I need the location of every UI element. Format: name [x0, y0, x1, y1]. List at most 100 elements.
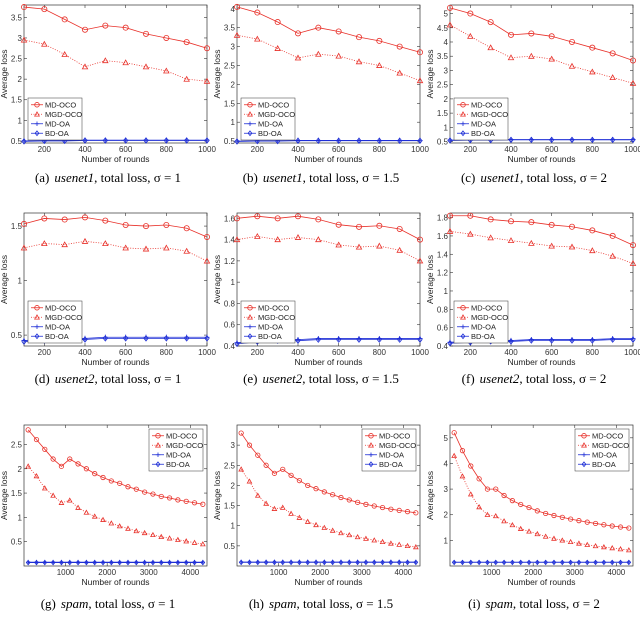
- marker: [569, 337, 575, 344]
- caption: (b) usenet1, total loss, σ = 1.5: [243, 170, 400, 185]
- marker: [274, 19, 281, 26]
- caption-label: (f): [462, 371, 475, 386]
- marker: [487, 234, 494, 241]
- legend-label: MGD-OCO: [471, 110, 508, 119]
- marker: [416, 236, 423, 243]
- x-tick-label: 600: [119, 145, 133, 154]
- marker: [82, 26, 89, 33]
- marker: [41, 485, 48, 491]
- marker: [321, 524, 328, 530]
- caption-dataset: usenet2: [263, 371, 303, 386]
- y-tick-label: 3: [231, 43, 236, 52]
- marker: [125, 559, 131, 566]
- marker: [296, 477, 302, 484]
- marker: [233, 236, 241, 243]
- marker: [356, 137, 362, 144]
- marker: [601, 544, 607, 550]
- series-line: [23, 140, 207, 142]
- y-axis-title: Average loss: [425, 50, 435, 99]
- marker: [163, 335, 169, 342]
- marker: [335, 241, 342, 248]
- legend-label: BD-OA: [166, 460, 190, 469]
- y-tick-label: 0.5: [437, 138, 449, 147]
- marker: [609, 74, 616, 81]
- marker: [487, 216, 494, 223]
- y-axis-title: Average loss: [212, 50, 222, 99]
- marker: [122, 59, 129, 66]
- marker: [451, 452, 458, 458]
- marker: [109, 559, 114, 566]
- y-tick-label: 2.5: [11, 55, 23, 64]
- marker: [305, 482, 311, 489]
- marker: [133, 486, 139, 492]
- x-tick-label: 400: [78, 348, 92, 357]
- x-tick-label: 2000: [524, 568, 542, 577]
- marker: [254, 9, 261, 16]
- marker: [175, 559, 181, 566]
- marker: [142, 559, 147, 566]
- y-tick-label: 1.5: [11, 222, 23, 231]
- marker: [371, 559, 377, 566]
- marker: [355, 58, 363, 65]
- series-line: [27, 466, 203, 545]
- marker: [355, 243, 363, 250]
- marker: [315, 336, 321, 343]
- marker: [158, 533, 165, 539]
- caption-text: , total loss, σ = 1: [94, 371, 181, 386]
- marker: [467, 230, 474, 237]
- legend-marker: [460, 305, 466, 311]
- marker: [629, 260, 637, 266]
- legend-label: MGD-OCO: [258, 313, 295, 322]
- marker: [356, 336, 362, 343]
- marker: [509, 498, 515, 504]
- marker: [630, 242, 637, 249]
- marker: [304, 518, 311, 524]
- marker: [184, 137, 190, 144]
- x-axis-title: Number of rounds: [507, 154, 575, 164]
- marker: [233, 31, 241, 38]
- marker: [460, 559, 465, 566]
- legend-marker: [368, 452, 374, 458]
- marker: [493, 486, 499, 492]
- x-tick-label: 200: [251, 145, 265, 154]
- marker: [175, 536, 181, 542]
- marker: [335, 221, 342, 228]
- marker: [501, 518, 507, 524]
- caption-label: (c): [461, 170, 475, 185]
- marker: [569, 136, 575, 144]
- y-tick-label: 0.5: [224, 542, 236, 551]
- marker: [528, 219, 535, 226]
- marker: [335, 52, 342, 59]
- marker: [329, 527, 336, 533]
- x-tick-label: 1000: [411, 145, 429, 154]
- marker: [116, 523, 123, 529]
- x-axis-title: Number of rounds: [507, 577, 575, 587]
- marker: [451, 559, 457, 566]
- marker: [81, 237, 89, 244]
- marker: [501, 559, 507, 566]
- legend-marker: [460, 130, 466, 137]
- y-tick-label: 0.8: [437, 305, 449, 314]
- marker: [58, 463, 65, 469]
- marker: [609, 50, 616, 57]
- marker: [42, 559, 48, 566]
- marker: [508, 136, 514, 144]
- marker: [108, 520, 115, 526]
- marker: [609, 252, 616, 259]
- legend-label: MD-OCO: [471, 303, 502, 312]
- marker: [610, 136, 616, 144]
- series-line: [236, 236, 421, 262]
- marker: [569, 38, 576, 45]
- marker: [100, 559, 106, 566]
- series-line: [27, 429, 203, 505]
- marker: [417, 336, 423, 343]
- series-line: [240, 469, 416, 548]
- marker: [526, 528, 532, 534]
- marker: [274, 236, 281, 243]
- marker: [396, 246, 403, 253]
- legend-marker: [34, 111, 40, 117]
- caption-label: (i): [468, 596, 480, 611]
- x-tick-label: 1000: [483, 568, 501, 577]
- legend-label: BD-OA: [471, 129, 495, 138]
- marker: [315, 216, 322, 223]
